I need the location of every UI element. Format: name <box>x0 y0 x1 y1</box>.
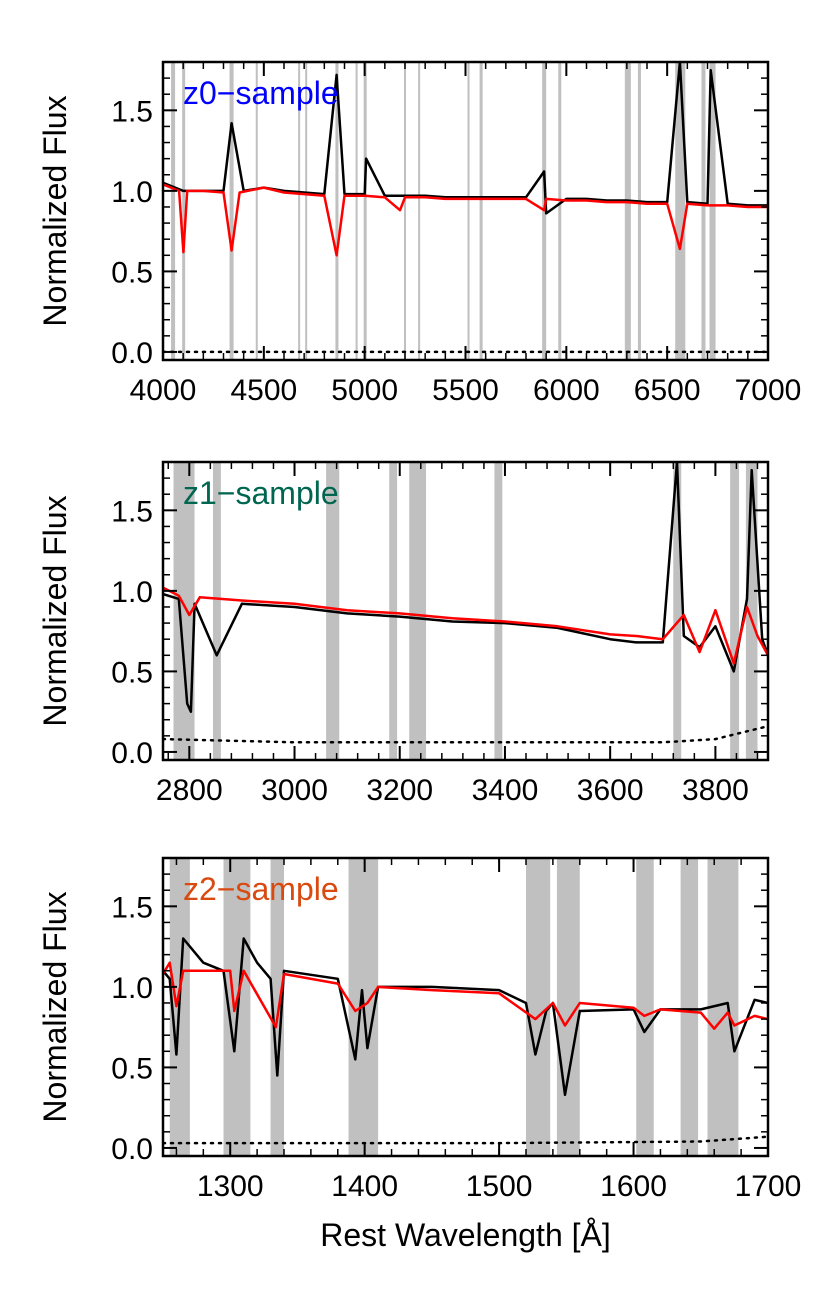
observed-spectrum-line <box>163 937 768 1097</box>
x-tick-label: 3800 <box>682 774 749 807</box>
model-spectrum-line <box>163 586 768 665</box>
masked-region <box>335 62 339 360</box>
masked-region <box>363 62 367 360</box>
panel-1: 2800 3000 3200 3400 3600 3800 0.0 0.5 1.0 1.5 Norm… <box>37 460 770 807</box>
x-tick-label: 1300 <box>197 1170 264 1203</box>
masked-region <box>173 462 195 760</box>
x-tick-label: 1500 <box>466 1170 533 1203</box>
y-tick-label: 1.5 <box>111 495 153 528</box>
masked-region <box>673 462 682 760</box>
masked-region <box>701 62 706 360</box>
y-tick-label: 0.5 <box>111 656 153 689</box>
masked-region <box>403 62 407 360</box>
masked-region <box>212 462 221 760</box>
masked-region <box>255 62 258 360</box>
y-axis-title: Normalized Flux <box>37 891 73 1122</box>
y-tick-label: 0.0 <box>111 737 153 770</box>
x-tick-label: 3200 <box>366 774 433 807</box>
masked-region <box>182 62 186 360</box>
masked-region <box>171 62 176 360</box>
panel-label: z2−sample <box>183 871 339 907</box>
masked-region <box>526 858 551 1156</box>
masked-region <box>467 62 470 360</box>
y-tick-label: 1.0 <box>111 972 153 1005</box>
masked-region <box>675 62 686 360</box>
masked-region <box>730 462 740 760</box>
plot-frame <box>161 460 770 762</box>
x-tick-label: 5500 <box>432 374 499 407</box>
x-tick-label: 3000 <box>261 774 328 807</box>
masked-region <box>636 858 654 1156</box>
x-tick-label: 6000 <box>533 374 600 407</box>
plot-frame <box>161 856 770 1158</box>
masked-region <box>745 462 758 760</box>
masked-region <box>680 858 699 1156</box>
masked-region <box>624 62 631 360</box>
x-tick-label: 1400 <box>331 1170 398 1203</box>
masked-region <box>270 858 284 1156</box>
masked-region <box>409 462 427 760</box>
x-tick-label: 2800 <box>156 774 223 807</box>
masked-region <box>479 62 483 360</box>
panel-2: 1300 1400 1500 1600 1700 0.0 0.5 1.0 1.5 Normaliz… <box>37 856 802 1253</box>
panel-label: z1−sample <box>183 475 339 511</box>
y-tick-label: 1.0 <box>111 176 153 209</box>
y-axis-title: Normalized Flux <box>37 495 73 726</box>
masked-region <box>305 62 308 360</box>
masked-region <box>558 62 562 360</box>
model-spectrum-line <box>163 183 768 257</box>
y-tick-label: 0.0 <box>111 337 153 370</box>
panel-label: z0−sample <box>183 75 339 111</box>
masked-region <box>709 62 716 360</box>
x-tick-label: 5000 <box>331 374 398 407</box>
y-tick-label: 1.0 <box>111 576 153 609</box>
masked-region <box>355 62 358 360</box>
x-tick-label: 1700 <box>735 1170 802 1203</box>
panels: 4000 4500 5000 5500 6000 6500 7000 0.0 0.5 1.0 1.5… <box>37 60 802 1253</box>
masked-region <box>389 462 398 760</box>
masked-region <box>418 62 421 360</box>
x-tick-label: 4500 <box>230 374 297 407</box>
model-spectrum-line <box>163 961 768 1030</box>
masked-region <box>298 62 301 360</box>
masked-region <box>494 462 503 760</box>
x-axis-title: Rest Wavelength [Å] <box>320 1217 611 1253</box>
y-tick-label: 0.0 <box>111 1133 153 1166</box>
y-tick-label: 0.5 <box>111 1052 153 1085</box>
panel-0: 4000 4500 5000 5500 6000 6500 7000 0.0 0.5 1.0 1.5… <box>37 60 802 407</box>
y-tick-label: 1.5 <box>111 95 153 128</box>
y-tick-label: 1.5 <box>111 891 153 924</box>
y-tick-label: 0.5 <box>111 256 153 289</box>
x-tick-label: 7000 <box>735 374 802 407</box>
y-axis-title: Normalized Flux <box>37 95 73 326</box>
x-tick-label: 6500 <box>634 374 701 407</box>
masked-region <box>229 62 234 360</box>
x-tick-label: 4000 <box>130 374 197 407</box>
error-spectrum-line <box>163 1135 768 1145</box>
x-tick-label: 3600 <box>577 774 644 807</box>
x-tick-label: 3400 <box>472 774 539 807</box>
x-tick-label: 1600 <box>600 1170 667 1203</box>
masked-region <box>637 62 641 360</box>
